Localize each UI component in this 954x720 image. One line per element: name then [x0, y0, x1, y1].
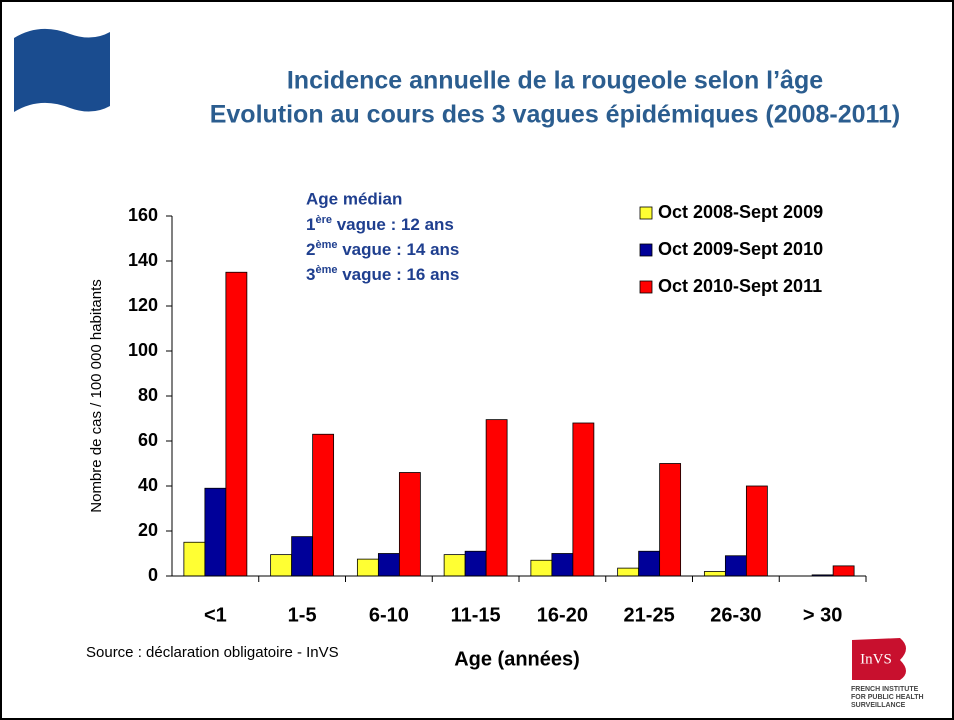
x-tick-label: <1	[204, 604, 227, 626]
y-tick-label: 120	[128, 295, 158, 315]
bar	[659, 463, 682, 577]
source: Source : déclaration obligatoire - InVS	[86, 644, 339, 661]
annotation-line: 3ème vague : 16 ans	[306, 264, 459, 285]
bar	[312, 433, 335, 577]
annotation-num: 1	[306, 215, 315, 234]
y-tick-label: 0	[148, 565, 158, 585]
bar	[270, 554, 293, 577]
bar	[572, 422, 595, 577]
annotation-line: 1ère vague : 12 ans	[306, 214, 454, 235]
logo: InVS FRENCH INSTITUTE FOR PUBLIC HEALTH …	[851, 638, 924, 709]
x-tick-label: 11-15	[451, 604, 501, 626]
logo-caption: FRENCH INSTITUTE	[851, 686, 919, 693]
chart-title: Incidence annuelle de la rougeole selon …	[287, 67, 823, 95]
bar	[745, 485, 768, 577]
legend-swatch	[639, 243, 653, 257]
bar	[617, 567, 640, 577]
y-tick-label: 100	[128, 340, 158, 360]
bar	[183, 541, 206, 577]
legend-label: Oct 2008-Sept 2009	[658, 202, 823, 222]
logo-caption: SURVEILLANCE	[851, 702, 906, 709]
annotation-heading: Age médian	[306, 189, 402, 208]
y-tick-label: 40	[138, 475, 158, 495]
bar	[204, 487, 227, 577]
x-axis-label: Age (années)	[454, 648, 580, 670]
bar	[443, 554, 466, 577]
bar	[464, 550, 487, 577]
annotation-num: 3	[306, 265, 315, 284]
y-tick-label: 20	[138, 520, 158, 540]
x-tick-label: > 30	[803, 604, 842, 626]
y-tick-label: 160	[128, 205, 158, 225]
y-tick-label: 140	[128, 250, 158, 270]
annotation-sup: ème	[315, 264, 337, 276]
bar	[291, 536, 314, 577]
bar	[377, 553, 400, 577]
annotation-sup: ème	[315, 239, 337, 251]
y-tick-label: 60	[138, 430, 158, 450]
logo-caption: FOR PUBLIC HEALTH	[851, 694, 924, 701]
bar	[551, 553, 574, 577]
legend-swatch	[639, 280, 653, 294]
chart-subtitle: Evolution au cours des 3 vagues épidémiq…	[210, 101, 901, 129]
logo-shape	[852, 638, 906, 680]
bar	[703, 571, 726, 577]
bar	[832, 565, 855, 577]
bar	[638, 550, 661, 577]
annotation-sup: ère	[315, 214, 332, 226]
y-tick-label: 80	[138, 385, 158, 405]
x-tick-label: 16-20	[537, 604, 588, 626]
legend-swatch	[639, 206, 653, 220]
y-axis-label: Nombre de cas / 100 000 habitants	[88, 279, 105, 512]
logo-text: InVS	[860, 651, 892, 667]
annotation-text: vague : 12 ans	[332, 215, 454, 234]
bar	[485, 419, 508, 577]
legend-label: Oct 2009-Sept 2010	[658, 239, 823, 259]
bar	[356, 558, 379, 577]
annotation-line: 2ème vague : 14 ans	[306, 239, 459, 260]
bar	[225, 271, 248, 577]
annotation-text: vague : 14 ans	[338, 240, 460, 259]
bar	[398, 472, 421, 577]
x-tick-label: 6-10	[369, 604, 409, 626]
annotation-num: 2	[306, 240, 315, 259]
flag-decoration	[14, 28, 110, 112]
bar	[530, 559, 553, 577]
x-tick-label: 21-25	[624, 604, 675, 626]
x-tick-label: 1-5	[288, 604, 317, 626]
annotation-text: vague : 16 ans	[338, 265, 460, 284]
bar	[724, 555, 747, 577]
legend-label: Oct 2010-Sept 2011	[658, 276, 822, 296]
x-tick-label: 26-30	[710, 604, 761, 626]
